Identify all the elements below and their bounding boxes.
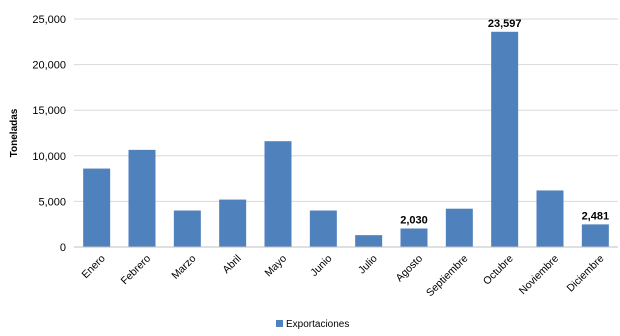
y-tick-label: 25,000 [32,14,66,26]
x-tick-label: Octubre [481,253,516,288]
y-tick-label: 5,000 [38,196,66,208]
x-tick-label: Septiembre [424,253,471,300]
y-tick-label: 20,000 [32,60,66,72]
x-tick-label: Julio [356,253,380,277]
bars [83,31,609,247]
bar-enero [83,168,111,247]
x-tick-label: Febrero [119,253,154,288]
y-axis-label: Toneladas [9,108,20,157]
bar-octubre [491,31,519,247]
y-tick-label: 0 [60,242,66,254]
y-tick-label: 15,000 [32,105,66,117]
y-axis-ticks: 0 5,000 10,000 15,000 20,000 25,000 [32,14,66,254]
bar-julio [355,235,383,247]
y-tick-label: 10,000 [32,151,66,163]
data-label: 2,481 [582,210,610,222]
gridlines [74,18,618,202]
x-axis-ticks: Enero Febrero Marzo Abril Mayo Junio Julio Agos… [79,253,606,300]
bar-abril [219,199,247,247]
x-tick-label: Noviembre [517,253,561,297]
bar-junio [309,210,337,247]
x-tick-label: Diciembre [565,253,607,295]
bar-marzo [173,210,201,247]
bar-septiembre [445,208,473,247]
x-tick-label: Junio [308,253,334,279]
bar-agosto [400,228,428,247]
data-label: 23,597 [488,18,522,30]
x-tick-label: Marzo [169,253,198,282]
data-labels: 2,030 23,597 2,481 [400,18,609,227]
x-tick-label: Enero [79,253,107,281]
data-label: 2,030 [400,214,428,226]
x-tick-label: Abril [220,253,243,276]
legend: Exportaciones [276,319,349,330]
bar-noviembre [536,190,564,247]
bar-febrero [128,149,156,247]
legend-label: Exportaciones [286,319,349,330]
bar-diciembre [581,224,609,247]
x-tick-label: Mayo [262,253,289,280]
x-tick-label: Agosto [394,253,426,285]
bar-mayo [264,141,292,247]
legend-swatch [276,320,283,327]
